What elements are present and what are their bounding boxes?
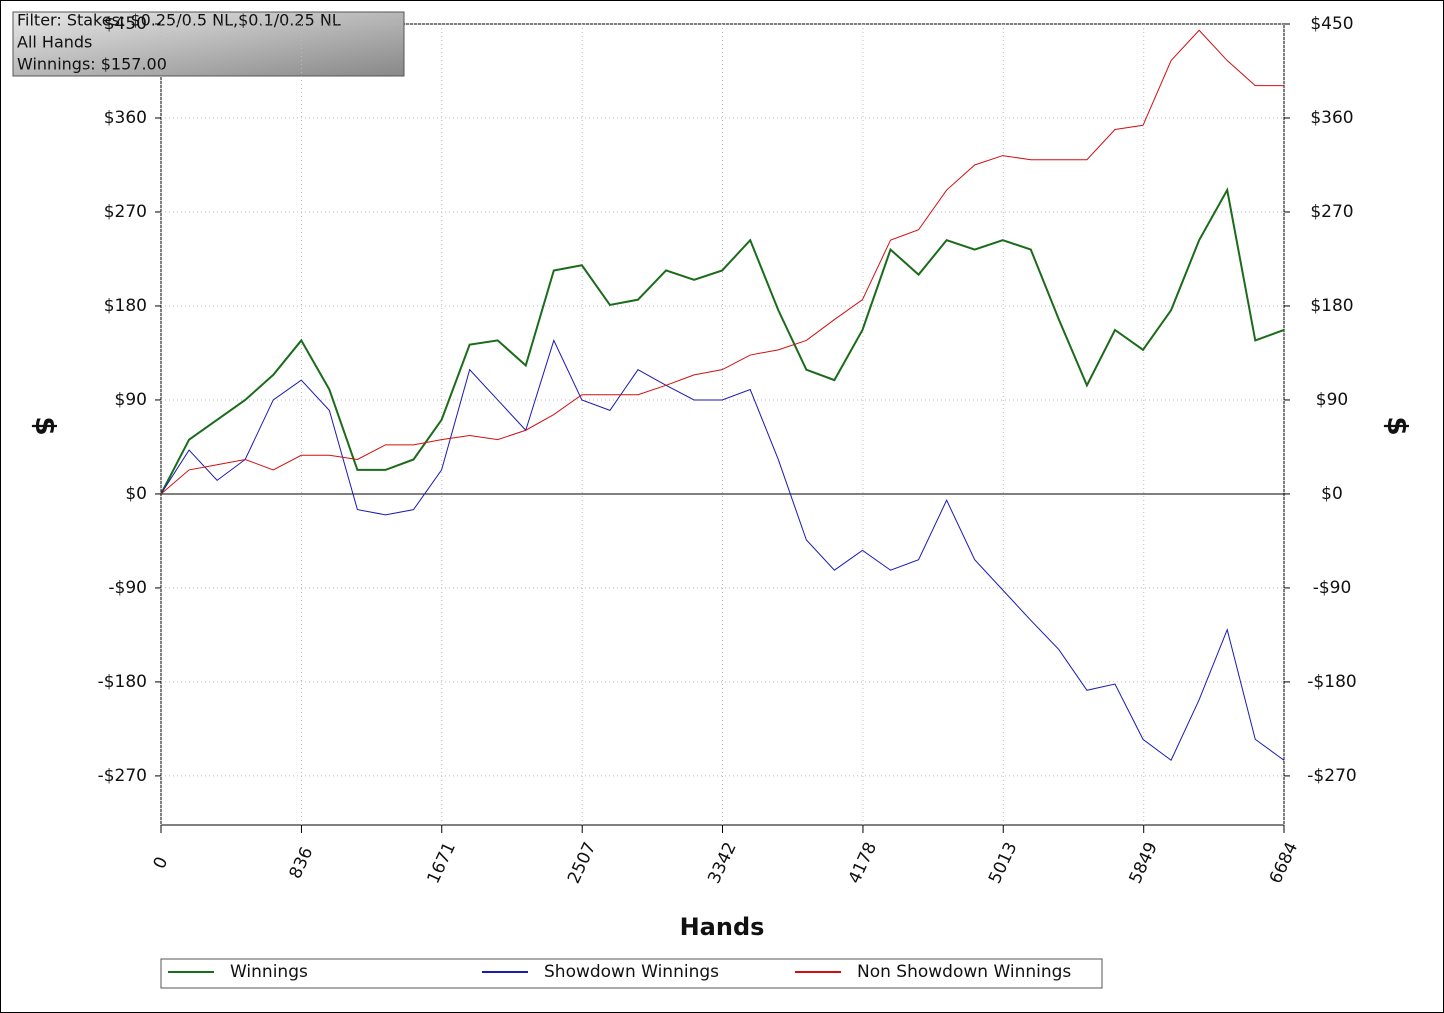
y-tick-label: -$180 [98, 672, 147, 692]
x-axis-title: Hands [680, 913, 765, 941]
info-text: Filter: Stakes: $0.25/0.5 NL,$0.1/0.25 N… [17, 11, 341, 30]
legend [160, 958, 1103, 989]
y-tick-label-right: $90 [1316, 390, 1348, 410]
y-tick-label-right: $360 [1310, 108, 1353, 128]
info-text: Winnings: $157.00 [17, 55, 167, 74]
legend-label: Showdown Winnings [544, 962, 719, 982]
series-line [160, 187, 1285, 495]
y-tick-label: $180 [104, 296, 147, 316]
y-tick-label-right: -$270 [1307, 766, 1356, 786]
y-axis-title-right: $ [1381, 416, 1414, 435]
y-tick-label-right: $450 [1310, 14, 1353, 34]
y-tick-label: -$270 [98, 766, 147, 786]
series-line [160, 339, 1285, 762]
info-text: All Hands [17, 33, 92, 52]
y-tick-label-right: -$90 [1313, 578, 1352, 598]
y-axis-title: $ [29, 416, 62, 435]
y-tick-label: $270 [104, 202, 147, 222]
y-tick-label: $450 [104, 14, 147, 34]
legend-label: Non Showdown Winnings [857, 962, 1071, 982]
y-tick-label: $360 [104, 108, 147, 128]
info-box [12, 11, 405, 77]
y-tick-label: $0 [125, 484, 147, 504]
y-tick-label-right: $270 [1310, 202, 1353, 222]
y-tick-label-right: -$180 [1307, 672, 1356, 692]
y-tick-label-right: $0 [1321, 484, 1343, 504]
series-line [160, 29, 1284, 495]
y-tick-label: $90 [115, 390, 147, 410]
y-tick-label-right: $180 [1310, 296, 1353, 316]
y-tick-label: -$90 [108, 578, 147, 598]
legend-label: Winnings [230, 962, 308, 982]
